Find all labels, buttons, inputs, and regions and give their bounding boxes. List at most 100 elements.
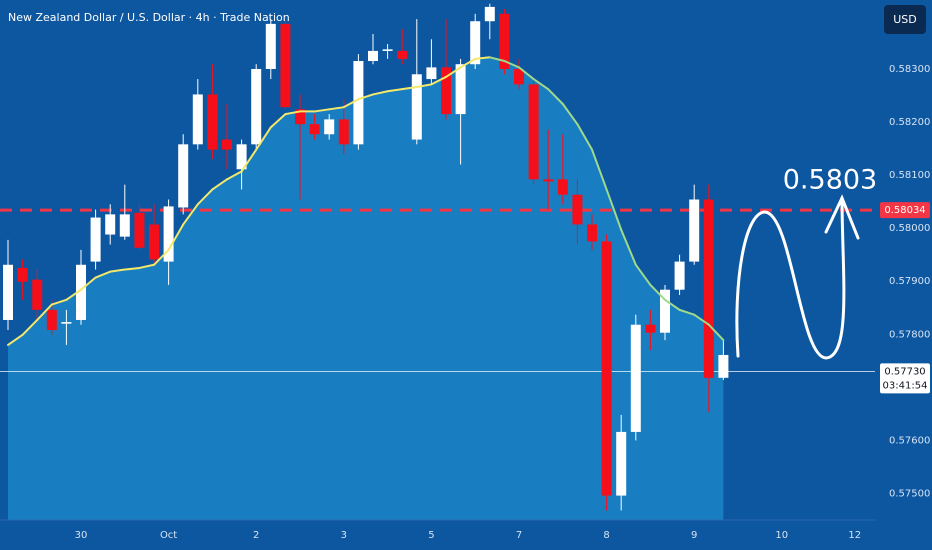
ma-line	[488, 56, 506, 63]
ma-line	[123, 266, 141, 271]
y-tick-label: 0.58100	[889, 170, 930, 181]
candle-body	[76, 264, 86, 320]
candle-body	[3, 264, 13, 320]
ma-line	[211, 178, 228, 191]
x-tick-label: 12	[848, 530, 861, 541]
candle-body	[411, 74, 422, 140]
ma-line	[415, 83, 433, 89]
x-tick-label: Oct	[160, 530, 177, 541]
candle-body	[484, 6, 495, 22]
ma-line	[240, 148, 258, 173]
candle-body	[149, 224, 159, 260]
candle-body	[295, 109, 305, 125]
y-tick-label: 0.57900	[889, 276, 930, 287]
x-tick-label: 2	[253, 530, 259, 541]
candle-body	[265, 23, 276, 69]
ma-line	[634, 263, 652, 286]
candle-body	[222, 139, 232, 150]
price-label: 0.58034	[884, 205, 925, 216]
ma-line	[342, 98, 360, 109]
candle-body	[46, 309, 57, 331]
ma-line	[357, 93, 374, 101]
ma-line	[36, 303, 53, 321]
x-tick-label: 10	[775, 530, 788, 541]
candle-body	[660, 289, 670, 333]
candle-body	[689, 199, 700, 262]
candle-body	[499, 13, 510, 69]
candle-body	[119, 214, 130, 237]
currency-button[interactable]	[884, 5, 926, 34]
candle-body	[61, 322, 72, 324]
candle-body	[32, 279, 43, 310]
candle-body	[324, 119, 335, 135]
ma-line	[518, 66, 535, 81]
ma-line	[430, 75, 447, 86]
ma-line	[664, 298, 681, 311]
y-tick-label: 0.57600	[889, 435, 930, 446]
ma-line	[167, 223, 185, 251]
y-tick-label: 0.58200	[889, 117, 930, 128]
ma-line	[50, 298, 68, 306]
candle-body	[368, 50, 378, 62]
candle-body	[163, 206, 174, 262]
candle-body	[17, 267, 28, 282]
candle-body	[514, 68, 524, 85]
ma-line	[109, 268, 126, 273]
ma-line	[576, 123, 593, 151]
ma-line	[153, 248, 170, 266]
ma-line	[561, 103, 579, 126]
price-label-box	[880, 363, 930, 394]
chart-title: New Zealand Dollar / U.S. Dollar · 4h · …	[8, 11, 290, 24]
ma-line	[65, 288, 82, 301]
candle-body	[207, 94, 218, 150]
candle-body	[718, 354, 729, 378]
ma-line	[284, 110, 301, 116]
candle-body	[426, 67, 437, 80]
ma-line	[532, 78, 550, 91]
candle-body	[470, 21, 481, 65]
candle-body	[178, 144, 189, 208]
candle-body	[557, 179, 568, 195]
currency-label[interactable]: USD	[893, 13, 917, 26]
ma-line	[459, 57, 477, 69]
ma-line	[678, 308, 696, 316]
ma-line	[328, 106, 345, 111]
candle-body	[528, 84, 539, 180]
y-tick-label: 0.57800	[889, 329, 930, 340]
ma-line	[255, 126, 272, 151]
candle-body	[236, 144, 247, 170]
x-tick-label: 7	[516, 530, 522, 541]
candle-body	[572, 194, 583, 225]
ma-line	[649, 283, 666, 301]
candle-body	[630, 324, 641, 432]
drawn-arrow	[735, 194, 860, 360]
candle-body	[645, 324, 656, 333]
ma-line	[7, 333, 24, 346]
ma-line	[196, 188, 214, 206]
price-label-box	[880, 202, 930, 219]
ma-line	[707, 323, 725, 342]
ma-line	[386, 88, 404, 93]
candle-body	[192, 94, 203, 145]
ma-line	[591, 148, 608, 191]
annotation: 0.5803	[783, 165, 877, 196]
price-label: 0.57730	[884, 366, 925, 377]
candle-body	[251, 68, 262, 145]
candle-body	[353, 61, 364, 145]
ma-line	[226, 170, 243, 181]
ma-line	[605, 188, 623, 231]
ma-line	[138, 263, 155, 269]
ma-line	[372, 90, 389, 96]
ma-line	[80, 276, 97, 291]
ma-line	[313, 108, 331, 113]
ma-line	[474, 56, 491, 60]
candle-body	[309, 124, 320, 135]
candle-body	[90, 217, 101, 262]
y-tick-label: 0.58000	[889, 223, 930, 234]
arrow-curve	[735, 196, 846, 360]
ma-line	[269, 113, 287, 129]
candle-body	[280, 23, 291, 108]
candle-body	[441, 67, 451, 115]
candle-body	[455, 64, 466, 115]
